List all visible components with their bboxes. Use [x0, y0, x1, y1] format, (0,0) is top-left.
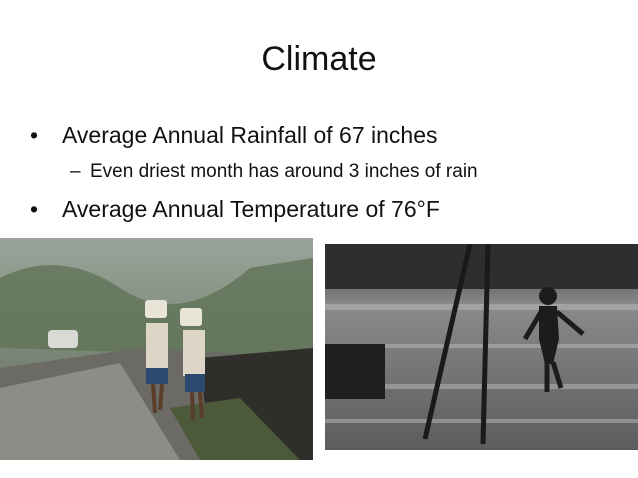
- slide-title: Climate: [261, 40, 377, 78]
- photo-rain-child: [325, 244, 638, 450]
- bullet-list: Average Annual Rainfall of 67 inchesEven…: [30, 116, 630, 228]
- sub-bullet: Even driest month has around 3 inches of…: [30, 154, 630, 190]
- photo-rain-road: [0, 238, 313, 460]
- bullet: Average Annual Rainfall of 67 inches: [30, 116, 630, 154]
- bullet: Average Annual Temperature of 76°F: [30, 190, 630, 228]
